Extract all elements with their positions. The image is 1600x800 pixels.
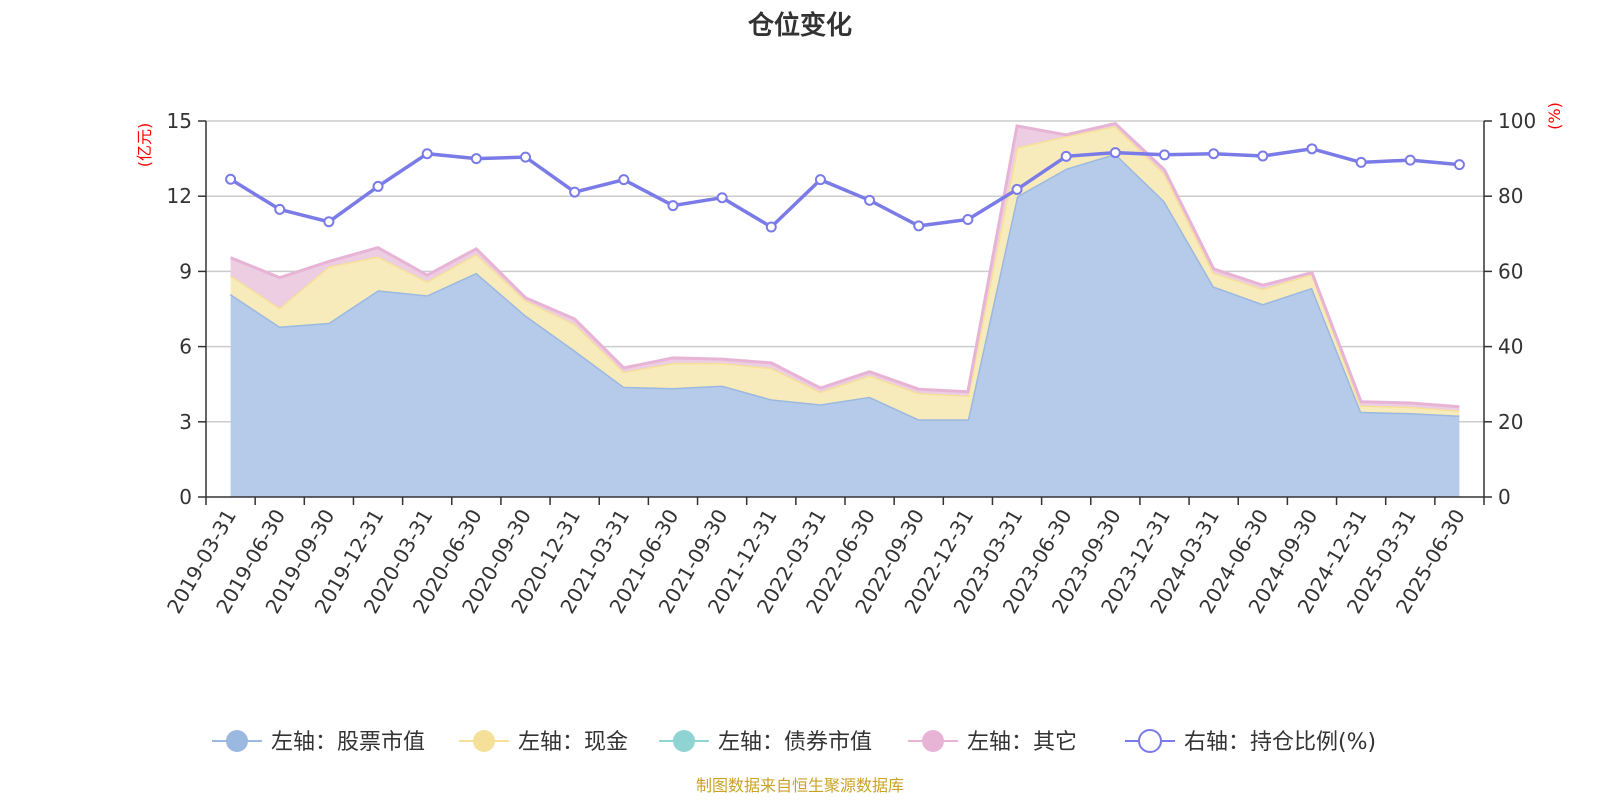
legend-marker bbox=[226, 730, 248, 752]
legend-label: 右轴：持仓比例(%) bbox=[1184, 730, 1376, 755]
ratio-point bbox=[1109, 147, 1121, 159]
ratio-point bbox=[913, 220, 925, 232]
right-axis-unit: (%) bbox=[1545, 102, 1564, 130]
legend-marker bbox=[922, 730, 944, 752]
ratio-point bbox=[372, 180, 384, 192]
ratio-point bbox=[667, 200, 679, 212]
ratio-point bbox=[864, 194, 876, 206]
ratio-point bbox=[1355, 156, 1367, 168]
legend: 左轴：股票市值 左轴：现金 左轴：债券市值 左轴：其它 右轴：持仓比例(%) bbox=[212, 729, 1376, 755]
ratio-point bbox=[569, 186, 581, 198]
ratio-point bbox=[470, 153, 482, 165]
ratio-point bbox=[520, 151, 531, 163]
ratio-point bbox=[1306, 143, 1318, 155]
ratio-point bbox=[1257, 150, 1269, 162]
ratio-point bbox=[962, 214, 974, 226]
area-左轴：股票市值 bbox=[230, 153, 1460, 497]
left-axis-tick-label: 12 bbox=[167, 184, 192, 208]
right-axis-tick-label: 20 bbox=[1498, 410, 1523, 434]
legend-label: 左轴：其它 bbox=[967, 730, 1077, 755]
ratio-point bbox=[274, 203, 286, 215]
ratio-point bbox=[225, 173, 237, 185]
right-axis-tick-label: 80 bbox=[1498, 184, 1523, 208]
data-source-note: 制图数据来自恒生聚源数据库 bbox=[696, 776, 904, 795]
ratio-point bbox=[421, 148, 433, 160]
ratio-point bbox=[1159, 149, 1170, 161]
ratio-point bbox=[1404, 154, 1416, 166]
ratio-point bbox=[1208, 148, 1220, 160]
legend-label: 左轴：债券市值 bbox=[718, 730, 872, 755]
ratio-point bbox=[323, 216, 335, 228]
holding-ratio-line bbox=[225, 143, 1465, 233]
ratio-point bbox=[1060, 150, 1072, 162]
legend-marker bbox=[473, 730, 495, 752]
right-axis-tick-label: 60 bbox=[1498, 259, 1523, 283]
right-axis-tick-label: 40 bbox=[1498, 335, 1523, 359]
left-axis-unit: (亿元) bbox=[135, 123, 154, 168]
ratio-line-path bbox=[229, 147, 1460, 230]
left-axis-tick-label: 0 bbox=[179, 485, 192, 509]
ratio-point bbox=[618, 174, 630, 186]
chart-title: 仓位变化 bbox=[747, 10, 852, 41]
left-axis-tick-label: 15 bbox=[167, 109, 192, 133]
right-axis-tick-label: 100 bbox=[1498, 109, 1536, 133]
ratio-point bbox=[1453, 159, 1465, 171]
ratio-point bbox=[814, 174, 826, 186]
left-axis-tick-label: 9 bbox=[179, 259, 192, 283]
ratio-point bbox=[765, 221, 777, 233]
left-axis-tick-label: 3 bbox=[179, 410, 192, 434]
stacked-areas bbox=[229, 121, 1460, 497]
legend-label: 左轴：现金 bbox=[518, 730, 628, 755]
legend-label: 左轴：股票市值 bbox=[271, 730, 425, 755]
ratio-point bbox=[716, 192, 728, 204]
right-axis-tick-label: 0 bbox=[1498, 485, 1511, 509]
legend-marker bbox=[1138, 729, 1162, 753]
ratio-point bbox=[1011, 183, 1023, 195]
legend-marker bbox=[673, 730, 695, 752]
area-line-左轴：其它 bbox=[230, 121, 1460, 409]
left-axis-tick-label: 6 bbox=[179, 335, 192, 359]
